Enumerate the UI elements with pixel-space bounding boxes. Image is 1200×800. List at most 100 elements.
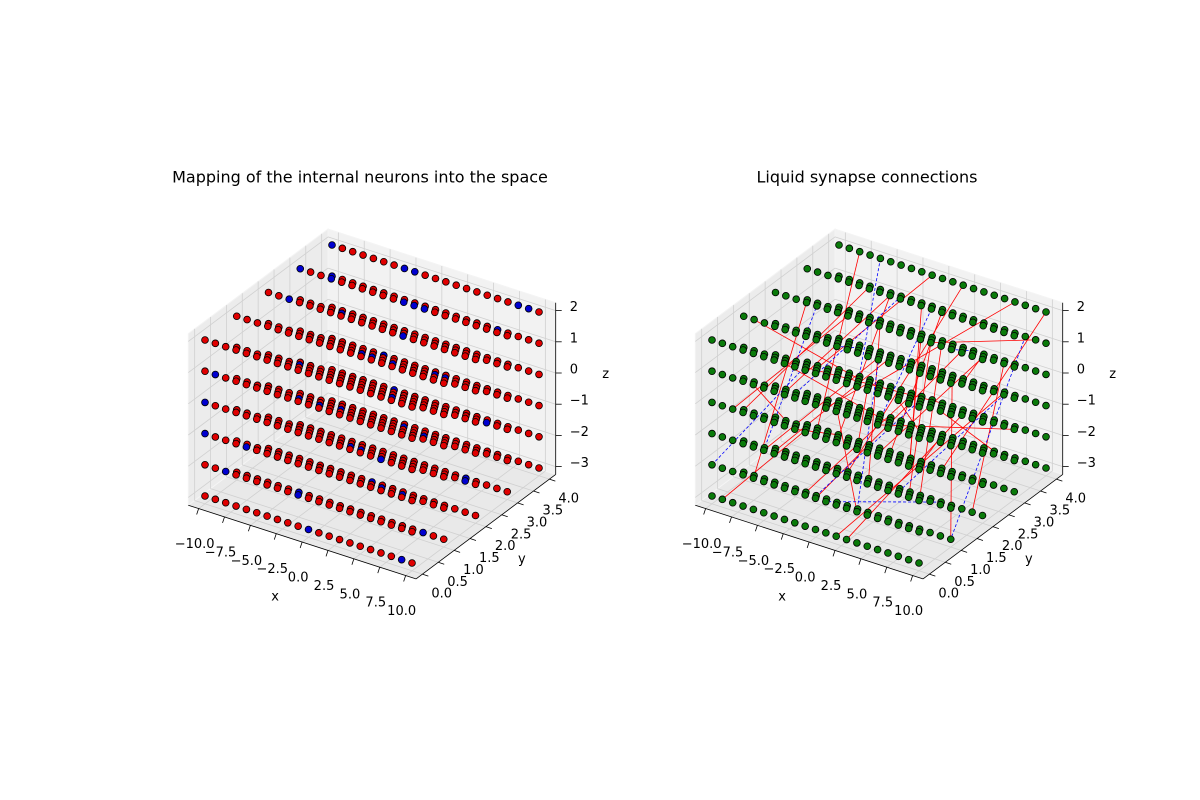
neuron — [936, 500, 945, 509]
z-tick-label: −3 — [1077, 456, 1096, 471]
neuron — [325, 501, 334, 509]
neuron — [990, 291, 999, 300]
neuron — [708, 492, 716, 500]
neuron — [1011, 298, 1019, 306]
neuron — [439, 504, 448, 512]
neuron — [989, 325, 998, 333]
grid-line — [210, 488, 439, 563]
inhibitory-neuron — [514, 301, 523, 310]
neuron — [790, 518, 799, 527]
inhibitory-neuron — [410, 267, 419, 276]
neuron — [397, 399, 406, 408]
neuron — [759, 415, 768, 423]
y-tick-label: 4.0 — [558, 492, 579, 507]
neuron — [873, 545, 882, 554]
z-tick-label: −3 — [570, 456, 589, 471]
neuron — [865, 285, 874, 293]
neuron — [853, 539, 861, 547]
neuron — [904, 493, 913, 502]
neuron — [408, 559, 416, 567]
neuron — [283, 456, 292, 465]
y-tick-label: 1.5 — [479, 551, 500, 566]
neuron — [1000, 484, 1008, 493]
neuron — [739, 502, 747, 510]
grid-line — [834, 361, 1063, 436]
neuron — [790, 487, 799, 496]
z-axis-label: z — [602, 367, 609, 382]
neuron — [832, 469, 840, 478]
tick-mark — [469, 538, 477, 541]
neuron — [749, 505, 758, 514]
neuron — [853, 445, 861, 454]
neuron — [305, 335, 314, 344]
neuron — [780, 390, 789, 399]
neuron — [833, 308, 842, 317]
neuron — [781, 325, 789, 334]
neuron — [832, 407, 840, 416]
neuron — [915, 403, 923, 411]
neuron — [366, 389, 375, 398]
neuron — [201, 492, 209, 500]
x-tick-label: −5.0 — [231, 554, 263, 569]
neuron — [503, 331, 512, 340]
neuron — [201, 460, 209, 469]
neuron — [356, 448, 365, 457]
neuron — [419, 497, 427, 506]
neuron — [728, 498, 737, 507]
neuron — [822, 404, 830, 412]
x-axis — [188, 504, 417, 580]
neuron — [916, 335, 925, 344]
grid-line — [327, 392, 556, 467]
tick-mark — [299, 541, 303, 549]
neuron — [211, 401, 220, 410]
neuron — [450, 380, 459, 388]
neuron — [906, 332, 914, 340]
y-axis — [415, 474, 556, 580]
neuron — [294, 428, 302, 437]
neuron — [482, 481, 491, 489]
neuron — [811, 400, 820, 409]
inhibitory-neuron — [397, 555, 406, 564]
neuron — [1042, 339, 1050, 348]
neuron — [936, 438, 945, 447]
neuron — [873, 452, 882, 460]
neuron — [283, 394, 292, 402]
neuron — [263, 322, 272, 331]
neuron — [989, 356, 998, 365]
z-tick-label: 2 — [1077, 300, 1085, 315]
neuron — [770, 356, 778, 364]
neuron — [1010, 425, 1019, 434]
neuron — [718, 339, 727, 348]
neuron — [408, 465, 416, 474]
neuron — [801, 522, 809, 530]
chart-title: Liquid synapse connections — [756, 168, 977, 187]
neuron — [791, 329, 800, 337]
neuron — [863, 511, 872, 519]
x-axis — [695, 504, 924, 580]
neuron — [366, 452, 375, 460]
grid-line — [812, 416, 1041, 492]
neuron — [317, 271, 325, 280]
neuron — [780, 453, 789, 461]
inhibitory-neuron — [410, 301, 418, 310]
neuron — [946, 504, 955, 512]
neuron — [718, 370, 727, 379]
inhibitory-neuron — [461, 477, 469, 485]
neuron — [356, 511, 365, 519]
neuron — [326, 308, 335, 317]
inhibitory-neuron — [482, 418, 491, 427]
neuron — [440, 345, 449, 354]
neuron — [419, 466, 427, 474]
tick-mark — [325, 550, 329, 557]
neuron — [801, 366, 809, 374]
neuron — [1042, 370, 1050, 379]
neuron — [335, 379, 344, 388]
neuron — [316, 305, 325, 314]
neuron — [429, 407, 438, 415]
neuron — [708, 429, 716, 438]
neuron — [335, 473, 344, 481]
neuron — [801, 459, 809, 468]
neuron — [957, 504, 966, 513]
x-tick-label: 2.5 — [314, 579, 335, 594]
neuron — [739, 377, 747, 386]
